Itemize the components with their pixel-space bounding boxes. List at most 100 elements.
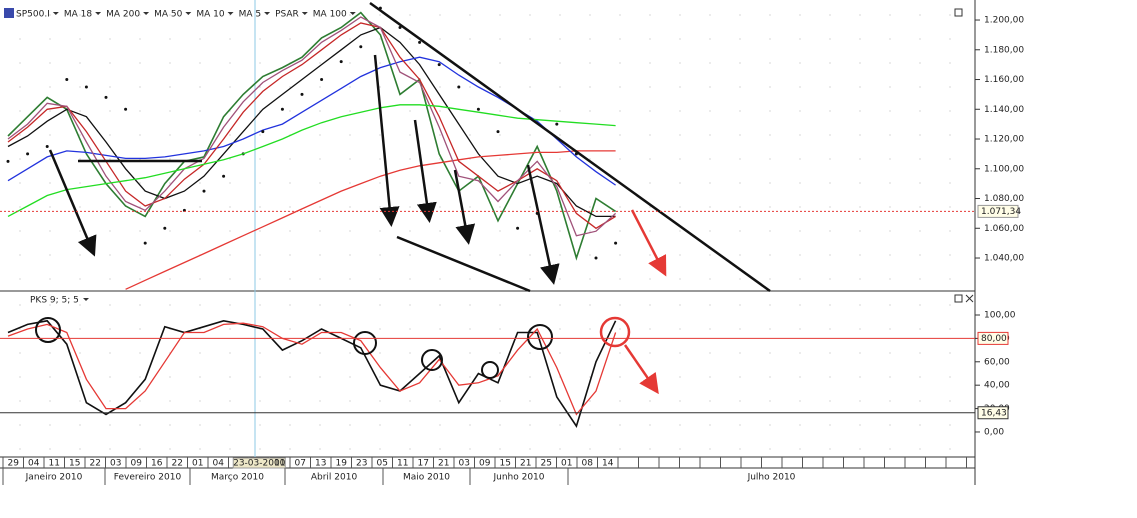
- dropdown-icon[interactable]: [83, 298, 89, 301]
- grid-dot: [409, 278, 411, 280]
- grid-dot: [19, 230, 21, 232]
- grid-dot: [169, 182, 171, 184]
- grid-dot: [49, 400, 51, 402]
- grid-dot: [439, 86, 441, 88]
- grid-dot: [649, 62, 651, 64]
- grid-dot: [919, 182, 921, 184]
- grid-dot: [589, 14, 591, 16]
- grid-dot: [559, 110, 561, 112]
- grid-dot: [409, 448, 411, 450]
- grid-dot: [169, 278, 171, 280]
- grid-dot: [319, 448, 321, 450]
- grid-dot: [289, 448, 291, 450]
- grid-dot: [529, 206, 531, 208]
- grid-dot: [409, 182, 411, 184]
- grid-dot: [439, 134, 441, 136]
- y-tick-label: 100,00: [984, 311, 1016, 321]
- maximize-icon[interactable]: [954, 8, 963, 17]
- grid-dot: [139, 86, 141, 88]
- grid-dot: [139, 254, 141, 256]
- grid-dot: [529, 182, 531, 184]
- grid-dot: [829, 400, 831, 402]
- grid-dot: [799, 206, 801, 208]
- grid-dot: [799, 134, 801, 136]
- grid-dot: [259, 376, 261, 378]
- grid-dot: [589, 230, 591, 232]
- grid-dot: [679, 254, 681, 256]
- grid-dot: [199, 62, 201, 64]
- grid-dot: [829, 62, 831, 64]
- grid-dot: [709, 110, 711, 112]
- grid-dot: [949, 376, 951, 378]
- grid-dot: [319, 14, 321, 16]
- dropdown-icon: [264, 12, 271, 15]
- grid-dot: [379, 376, 381, 378]
- grid-dot: [349, 304, 351, 306]
- grid-dot: [589, 400, 591, 402]
- grid-dot: [649, 86, 651, 88]
- x-tick-label: 15: [69, 459, 80, 469]
- grid-dot: [499, 230, 501, 232]
- grid-dot: [529, 110, 531, 112]
- grid-dot: [769, 38, 771, 40]
- grid-dot: [769, 376, 771, 378]
- grid-dot: [889, 38, 891, 40]
- grid-dot: [589, 254, 591, 256]
- grid-dot: [739, 304, 741, 306]
- close-icon[interactable]: [965, 294, 974, 303]
- grid-dot: [889, 158, 891, 160]
- grid-dot: [79, 230, 81, 232]
- grid-dot: [709, 278, 711, 280]
- grid-dot: [739, 230, 741, 232]
- x-tick-label: 22: [172, 459, 183, 469]
- psar-dot: [476, 107, 480, 111]
- grid-dot: [289, 424, 291, 426]
- grid-dot: [649, 376, 651, 378]
- maximize-icon[interactable]: [954, 294, 963, 303]
- grid-dot: [919, 352, 921, 354]
- x-tick-label: 01: [561, 459, 572, 469]
- grid-dot: [469, 86, 471, 88]
- grid-dot: [559, 14, 561, 16]
- grid-dot: [559, 206, 561, 208]
- legend-entry: MA 5: [239, 10, 262, 20]
- grid-dot: [679, 230, 681, 232]
- grid-dot: [259, 86, 261, 88]
- grid-dot: [949, 38, 951, 40]
- grid-dot: [769, 304, 771, 306]
- grid-dot: [379, 304, 381, 306]
- grid-dot: [709, 424, 711, 426]
- grid-dot: [409, 376, 411, 378]
- grid-dot: [589, 182, 591, 184]
- grid-dot: [949, 110, 951, 112]
- grid-dot: [499, 254, 501, 256]
- grid-dot: [859, 182, 861, 184]
- circle: [353, 331, 377, 355]
- grid-dot: [79, 86, 81, 88]
- circle: [481, 361, 499, 379]
- grid-dot: [889, 400, 891, 402]
- grid-dot: [259, 304, 261, 306]
- grid-dot: [49, 134, 51, 136]
- grid-dot: [439, 182, 441, 184]
- grid-dot: [619, 38, 621, 40]
- grid-dot: [229, 134, 231, 136]
- grid-dot: [439, 424, 441, 426]
- grid-dot: [499, 448, 501, 450]
- grid-dot: [739, 14, 741, 16]
- grid-dot: [499, 158, 501, 160]
- x-tick-label: 21: [438, 459, 449, 469]
- grid-dot: [229, 38, 231, 40]
- grid-dot: [739, 254, 741, 256]
- grid-dot: [169, 62, 171, 64]
- grid-dot: [19, 328, 21, 330]
- grid-dot: [319, 254, 321, 256]
- grid-dot: [409, 424, 411, 426]
- grid-dot: [319, 424, 321, 426]
- grid-dot: [349, 86, 351, 88]
- grid-dot: [799, 14, 801, 16]
- grid-dot: [829, 206, 831, 208]
- grid-dot: [619, 110, 621, 112]
- grid-dot: [79, 424, 81, 426]
- x-tick-label: 19: [336, 459, 348, 469]
